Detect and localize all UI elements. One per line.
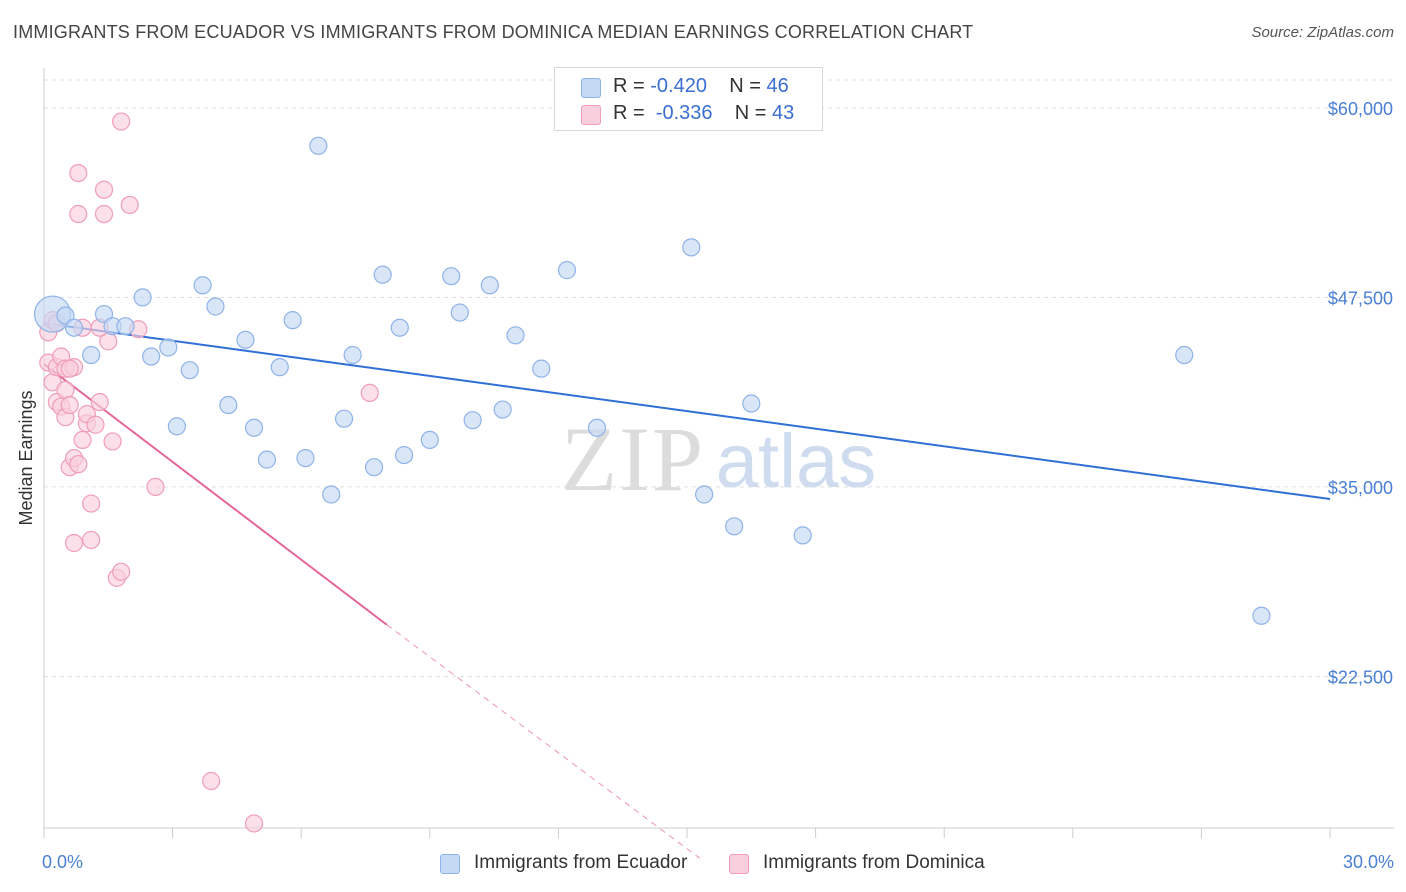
ecuador-point [206,297,225,316]
chart-title: IMMIGRANTS FROM ECUADOR VS IMMIGRANTS FR… [13,22,974,42]
ecuador-points [33,136,1271,625]
dominica-point [69,204,88,224]
ecuador-point [116,317,135,336]
ecuador-point [257,450,277,469]
dominica-n-value: 43 [772,102,795,124]
dominica-point [202,771,221,791]
y-tick-label: $60,000 [1328,99,1393,119]
dominica-point [73,430,92,450]
dominica-point [244,814,264,833]
ecuador-point [82,345,101,365]
ecuador-point [193,276,212,295]
x-max-label: 30.0% [1342,852,1394,872]
ecuador-point [450,303,469,322]
dominica-swatch [581,105,601,125]
ecuador-point [394,445,414,465]
dominica-r-value: -0.336 [655,102,713,124]
ecuador-point [133,288,152,307]
dominica-point [94,180,114,199]
ecuador-point [420,430,439,450]
dominica-point [60,359,79,378]
ecuador-point [244,418,264,437]
ecuador-point [1252,606,1271,625]
y-tick-labels: $22,500 $35,000 $47,500 $60,000 [1328,99,1393,688]
dominica-r-label: R = [613,102,651,124]
ecuador-point [532,359,551,378]
source-credit: Source: ZipAtlas.com [1251,24,1394,41]
ecuador-n-value: 46 [766,75,789,97]
ecuador-point [695,485,714,504]
bottom-dominica-label: Immigrants from Dominica [763,852,985,873]
dominica-points [39,112,379,833]
ecuador-trend-line [43,322,1331,501]
bottom-ecuador-label: Immigrants from Ecuador [474,852,688,873]
ecuador-point [587,418,607,437]
ecuador-point [373,265,392,284]
grid-lines [44,79,1394,677]
ecuador-point [742,394,761,413]
ecuador-point [390,318,409,337]
ecuador-point [442,267,461,286]
dominica-point [82,494,101,513]
dominica-point [60,395,79,415]
ecuador-point [1175,345,1194,365]
y-tick-label: $47,500 [1328,288,1393,308]
dominica-point [360,383,379,403]
dominica-point [56,380,75,399]
ecuador-point [682,238,701,257]
ecuador-point [322,485,341,504]
ecuador-point [270,358,289,377]
ecuador-r-label: R = [613,75,651,97]
ecuador-point [506,326,525,345]
ecuador-n-label: N = [729,75,767,97]
dominica-point [146,477,165,496]
ecuador-point [364,458,384,477]
axes [43,68,1394,838]
watermark-atlas: atlas [716,419,877,504]
dominica-point [112,112,131,131]
bottom-ecuador-swatch [440,854,460,874]
dominica-point [69,455,88,474]
dominica-point [94,204,114,224]
ecuador-point [167,417,186,436]
ecuador-point [334,409,354,428]
dominica-trend-extension [386,624,701,859]
ecuador-point [493,400,512,419]
dominica-point [103,432,122,451]
watermark-zip: ZIP [561,408,705,510]
ecuador-point [725,517,744,536]
y-tick-label: $22,500 [1328,667,1393,687]
dominica-n-label: N = [734,102,773,124]
x-min-label: 0.0% [42,852,84,872]
y-axis-label: Median Earnings [16,390,36,525]
ecuador-point [463,411,482,430]
ecuador-point [557,261,577,280]
dominica-point [120,195,139,215]
ecuador-point [480,276,499,295]
ecuador-r-value: -0.420 [650,75,707,97]
ecuador-point [296,448,315,468]
correlation-legend: R = -0.420 N = 46 R = -0.336 N = 43 [554,67,823,131]
ecuador-point [343,345,362,365]
ecuador-point [180,361,199,380]
ecuador-point [159,338,178,357]
dominica-point [90,392,109,412]
y-tick-label: $35,000 [1328,478,1393,498]
ecuador-point [219,395,238,415]
dominica-point [112,562,131,581]
dominica-point [86,415,105,434]
ecuador-point [793,526,812,545]
watermark: ZIP atlas [561,408,876,510]
ecuador-point [142,347,161,366]
ecuador-point [236,330,255,349]
dominica-point [64,533,84,553]
ecuador-point [309,136,328,155]
dominica-point [69,163,88,183]
ecuador-point [283,311,302,330]
ecuador-point [64,318,84,337]
bottom-dominica-swatch [729,854,749,874]
ecuador-swatch [581,78,601,98]
dominica-point [82,530,101,550]
